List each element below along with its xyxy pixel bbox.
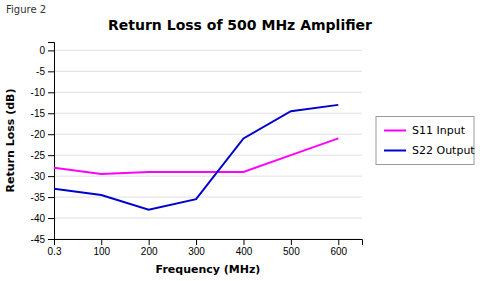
tick: -25	[31, 150, 54, 161]
tick: -30	[31, 171, 54, 182]
tick-mark	[48, 239, 54, 240]
tick: 400	[236, 239, 253, 257]
tick: 600	[330, 239, 347, 257]
legend-label: S22 Output	[412, 144, 475, 157]
axis-line	[48, 43, 55, 240]
tick: -15	[31, 108, 54, 119]
grid-line	[54, 155, 362, 156]
tick: 500	[283, 239, 300, 257]
tick-mark	[196, 239, 197, 245]
legend-item: S11 Input	[384, 124, 466, 137]
tick-mark	[48, 155, 54, 156]
tick-label: -10	[31, 87, 46, 98]
title: Return Loss of 500 MHz Amplifier	[108, 17, 372, 33]
axis-line	[55, 240, 363, 246]
plot-area: 0.3 100 200 300 400 500 600 0 -5 -10 -15 -20 -25 -30 -…	[4, 43, 363, 277]
tick: -20	[31, 129, 54, 140]
tick-label: 400	[236, 246, 253, 257]
tick-label: 200	[141, 246, 158, 257]
tick-label: -25	[31, 150, 46, 161]
tick-mark	[48, 50, 54, 51]
tick-label: 0	[39, 45, 45, 56]
grid-line	[54, 134, 362, 135]
tick: -5	[36, 66, 54, 77]
tick-mark	[291, 239, 292, 245]
tick: 0.3	[48, 239, 62, 257]
tick-mark	[243, 239, 244, 245]
grid-line	[54, 92, 362, 93]
tick-label: -20	[31, 129, 46, 140]
grid-line	[54, 50, 362, 51]
tick-mark	[149, 239, 150, 245]
y-axis: 0 -5 -10 -15 -20 -25 -30 -35 -40 -45	[31, 43, 55, 245]
tick: 300	[188, 239, 205, 257]
tick: -45	[31, 234, 54, 245]
tick-mark	[48, 113, 54, 114]
x-axis-title: Frequency (MHz)	[156, 263, 261, 276]
legend-label: S11 Input	[412, 124, 466, 137]
tick: 100	[93, 239, 110, 257]
tick: 200	[141, 239, 158, 257]
tick-label: 500	[283, 246, 300, 257]
tick-mark	[338, 239, 339, 245]
grid-line	[54, 197, 362, 198]
tick-label: 100	[93, 246, 110, 257]
legend-swatch	[384, 130, 406, 132]
tick-label: 600	[330, 246, 347, 257]
y-axis-title: Return Loss (dB)	[4, 89, 17, 193]
line	[54, 138, 338, 174]
tick: 0	[39, 45, 54, 56]
tick: -40	[31, 213, 54, 224]
tick-mark	[48, 92, 54, 93]
grid-line	[54, 176, 362, 177]
line	[54, 105, 338, 210]
legend-item: S22 Output	[384, 144, 475, 157]
tick-mark	[48, 176, 54, 177]
tick-mark	[48, 134, 54, 135]
grid	[54, 50, 362, 239]
tick-mark	[101, 239, 102, 245]
tick-label: -45	[31, 234, 46, 245]
tick-label: -15	[31, 108, 46, 119]
tick-mark	[48, 218, 54, 219]
grid-line	[54, 218, 362, 219]
chart: Figure 2 Return Loss of 500 MHz Amplifier…	[0, 0, 480, 281]
tick-mark	[48, 71, 54, 72]
tick: -10	[31, 87, 54, 98]
tick: -35	[31, 192, 54, 203]
tick-label: -40	[31, 213, 46, 224]
grid-line	[54, 113, 362, 114]
tick-label: 300	[188, 246, 205, 257]
legend-swatch	[384, 150, 406, 152]
x-axis: 0.3 100 200 300 400 500 600	[48, 239, 363, 257]
series-group	[54, 105, 338, 210]
tick-label: 0.3	[48, 246, 62, 257]
tick-label: -30	[31, 171, 46, 182]
grid-line	[54, 71, 362, 72]
annotation: Figure 2	[6, 4, 46, 15]
tick-label: -35	[31, 192, 46, 203]
tick-label: -5	[36, 66, 45, 77]
legend: S11 Input S22 Output	[376, 117, 475, 165]
tick-mark	[48, 197, 54, 198]
